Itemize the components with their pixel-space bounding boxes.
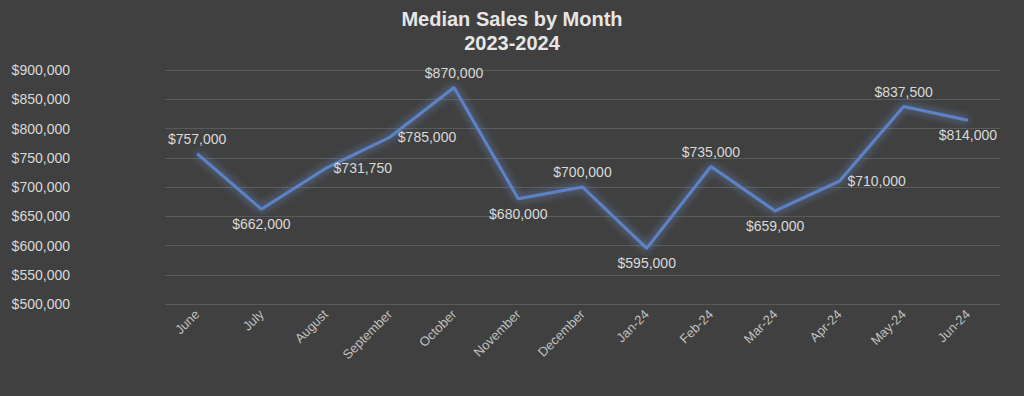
svg-text:$500,000: $500,000 xyxy=(12,296,71,312)
svg-text:$785,000: $785,000 xyxy=(398,129,457,145)
svg-text:$600,000: $600,000 xyxy=(12,238,71,254)
svg-text:$800,000: $800,000 xyxy=(12,121,71,137)
svg-text:December: December xyxy=(535,306,588,359)
svg-text:$735,000: $735,000 xyxy=(682,144,741,160)
svg-text:September: September xyxy=(340,306,396,362)
svg-text:Mar-24: Mar-24 xyxy=(741,307,781,347)
svg-text:$659,000: $659,000 xyxy=(746,218,805,234)
svg-text:$900,000: $900,000 xyxy=(12,62,71,78)
svg-text:Feb-24: Feb-24 xyxy=(677,307,717,347)
svg-text:May-24: May-24 xyxy=(868,307,909,348)
svg-text:August: August xyxy=(292,306,331,345)
svg-text:$757,000: $757,000 xyxy=(168,131,227,147)
svg-text:November: November xyxy=(471,306,524,359)
svg-text:October: October xyxy=(416,306,460,350)
svg-text:Jun-24: Jun-24 xyxy=(935,307,974,346)
svg-text:$650,000: $650,000 xyxy=(12,208,71,224)
svg-text:July: July xyxy=(240,306,267,333)
svg-text:$662,000: $662,000 xyxy=(232,216,291,232)
svg-text:$850,000: $850,000 xyxy=(12,91,71,107)
svg-text:$710,000: $710,000 xyxy=(847,173,906,189)
svg-text:June: June xyxy=(172,307,203,338)
svg-text:$700,000: $700,000 xyxy=(12,179,71,195)
svg-text:$837,500: $837,500 xyxy=(874,84,933,100)
svg-text:$680,000: $680,000 xyxy=(489,206,548,222)
svg-text:$550,000: $550,000 xyxy=(12,267,71,283)
svg-text:$814,000: $814,000 xyxy=(939,127,998,143)
svg-text:$731,750: $731,750 xyxy=(334,160,393,176)
svg-text:$700,000: $700,000 xyxy=(553,164,612,180)
svg-text:$750,000: $750,000 xyxy=(12,150,71,166)
svg-text:2023-2024: 2023-2024 xyxy=(464,32,561,54)
svg-text:Median Sales by Month: Median Sales by Month xyxy=(401,8,622,30)
svg-text:$595,000: $595,000 xyxy=(618,255,677,271)
svg-text:Apr-24: Apr-24 xyxy=(807,307,845,345)
svg-text:Jan-24: Jan-24 xyxy=(613,307,652,346)
svg-text:$870,000: $870,000 xyxy=(425,65,484,81)
